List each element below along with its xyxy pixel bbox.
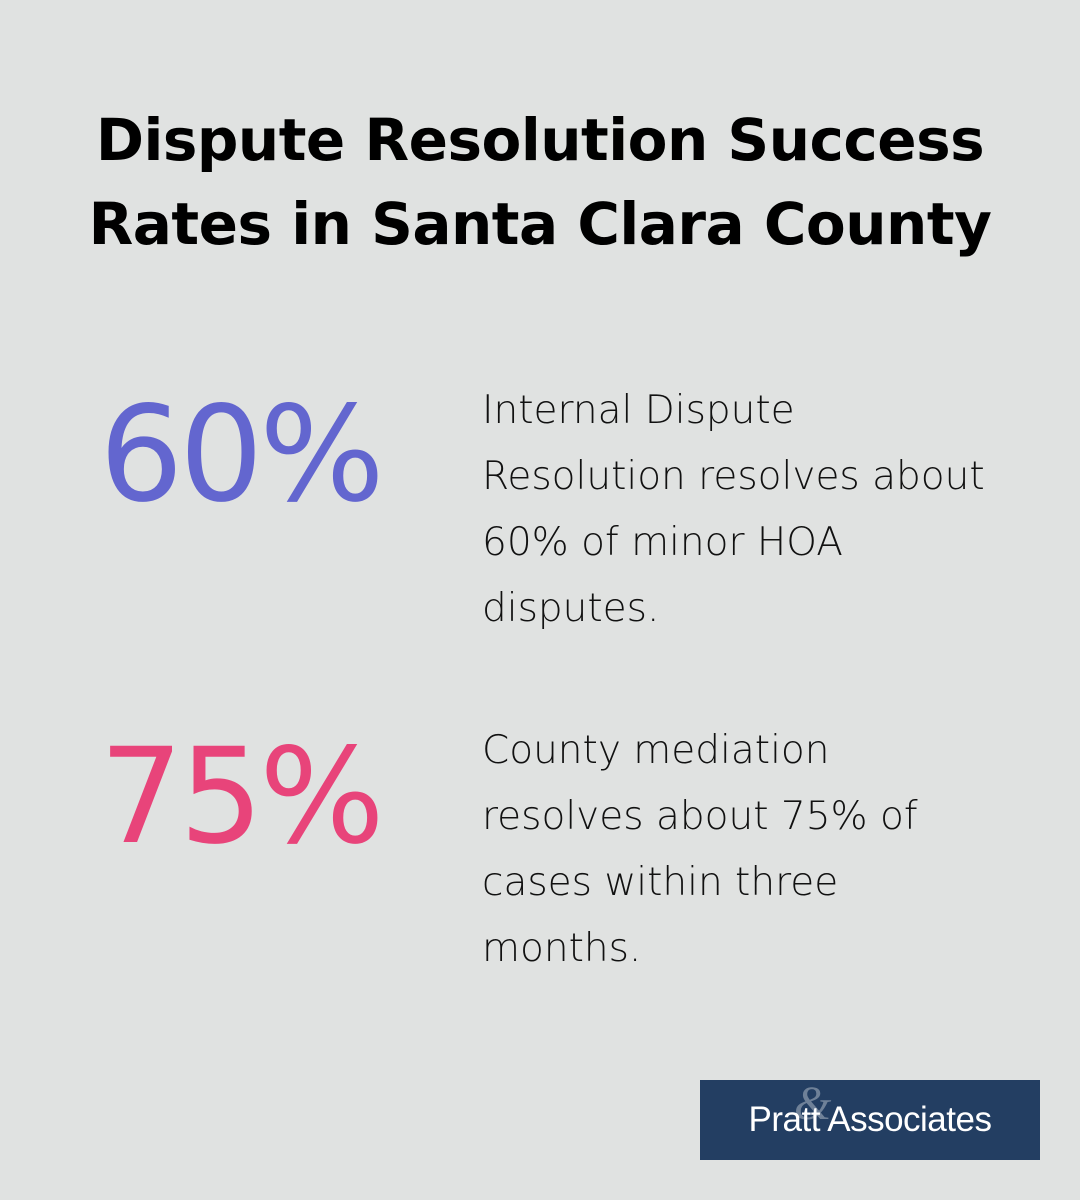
ampersand-logo-mark: &: [794, 1077, 832, 1130]
title-text: Dispute Resolution Success Rates in Sant…: [88, 106, 992, 258]
stat-description-75: County mediation resolves about 75% of c…: [482, 728, 918, 971]
page-title: Dispute Resolution Success Rates in Sant…: [0, 98, 1080, 266]
logo-text: Pratt Associates: [748, 1100, 992, 1139]
pratt-associates-logo: & Pratt Associates: [700, 1077, 1040, 1160]
stat-value-60: 60%: [99, 378, 384, 532]
stat-description-60: Internal Dispute Resolution resolves abo…: [482, 388, 985, 631]
stat-value-75: 75%: [99, 720, 384, 874]
